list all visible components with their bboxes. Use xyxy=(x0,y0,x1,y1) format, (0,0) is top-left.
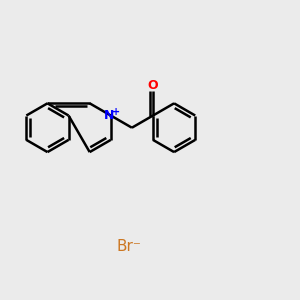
Text: N: N xyxy=(104,109,115,122)
Text: Br⁻: Br⁻ xyxy=(117,239,142,254)
Text: +: + xyxy=(112,107,120,117)
Text: O: O xyxy=(148,79,158,92)
